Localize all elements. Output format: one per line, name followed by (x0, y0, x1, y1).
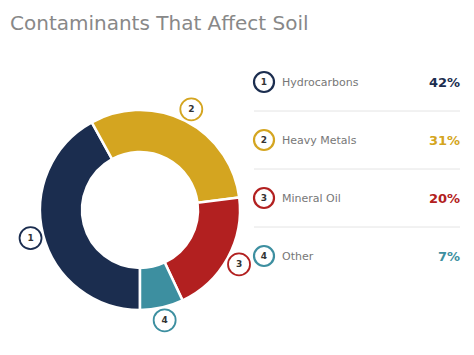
legend-item: 2 Heavy Metals 31% (254, 130, 460, 150)
slice-marker: 2 (180, 98, 202, 120)
legend-item: 4 Other 7% (254, 246, 460, 266)
donut: 1 2 3 4 (20, 98, 250, 331)
marker-circle (180, 98, 202, 120)
legend-divider (254, 111, 460, 112)
legend-divider (254, 169, 460, 170)
legend-value: 20% (429, 191, 460, 206)
marker-label: 2 (188, 104, 194, 114)
legend-value: 7% (438, 249, 460, 264)
legend-circle (254, 188, 274, 208)
legend-item: 3 Mineral Oil 20% (254, 188, 460, 208)
legend-value: 42% (429, 75, 460, 90)
marker-label: 3 (236, 259, 242, 269)
legend: 1 Hydrocarbons 42% 2 Heavy Metals 31% 3 Mineral… (254, 72, 460, 266)
legend-item: 1 Hydrocarbons 42% (254, 72, 460, 92)
legend-label: Mineral Oil (282, 192, 341, 205)
legend-value: 31% (429, 133, 460, 148)
legend-number: 4 (261, 251, 267, 261)
legend-number: 3 (261, 193, 267, 203)
legend-number: 2 (261, 135, 267, 145)
marker-label: 4 (162, 315, 168, 325)
marker-circle (154, 309, 176, 331)
legend-number: 1 (261, 77, 267, 87)
legend-label: Other (282, 250, 314, 263)
slice-marker: 1 (20, 227, 42, 249)
marker-label: 1 (27, 233, 33, 243)
slice-marker: 3 (228, 253, 250, 275)
marker-circle (228, 253, 250, 275)
legend-circle (254, 246, 274, 266)
chart: Contaminants That Affect Soil 1 2 3 4 1 Hydroc… (0, 0, 474, 355)
title: Contaminants That Affect Soil (10, 11, 309, 35)
legend-label: Hydrocarbons (282, 76, 359, 89)
marker-circle (20, 227, 42, 249)
slice (92, 110, 239, 203)
legend-circle (254, 130, 274, 150)
legend-divider (254, 227, 460, 228)
slice-marker: 4 (154, 309, 176, 331)
legend-circle (254, 72, 274, 92)
legend-label: Heavy Metals (282, 134, 357, 147)
slice (140, 262, 183, 310)
